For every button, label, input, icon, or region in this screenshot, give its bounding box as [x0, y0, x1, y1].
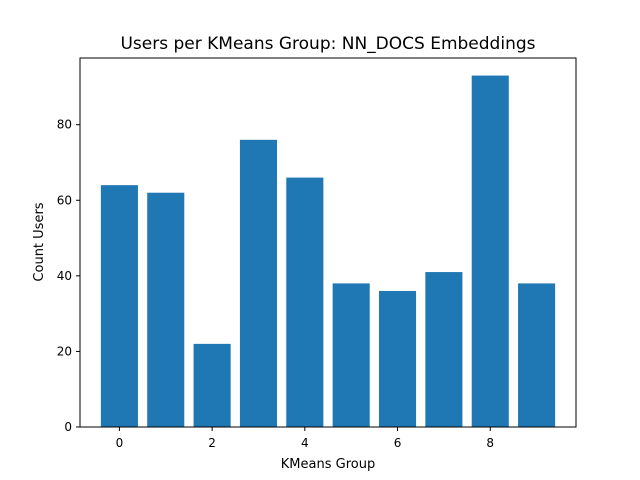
x-tick-label: 2	[208, 436, 216, 450]
bar-group-1	[147, 192, 185, 427]
x-axis-label: KMeans Group	[281, 457, 375, 472]
bar-group-4	[286, 177, 324, 427]
y-tick-label: 20	[57, 344, 72, 358]
bar-group-9	[518, 283, 556, 427]
x-tick-label: 0	[116, 436, 124, 450]
bar-group-6	[378, 290, 417, 427]
y-tick-label: 40	[57, 269, 72, 283]
bar-group-7	[425, 272, 463, 427]
x-axis: 0 2 4 6 8	[116, 427, 494, 450]
y-axis: 0 20 40 60 80	[57, 118, 80, 434]
bar-group-2	[193, 343, 231, 427]
bar-group-8	[471, 75, 509, 428]
y-axis-label: Count Users	[32, 202, 47, 281]
y-tick-label: 60	[57, 193, 72, 207]
y-tick-label: 0	[64, 420, 72, 434]
chart-title: Users per KMeans Group: NN_DOCS Embeddin…	[120, 34, 535, 54]
x-tick-label: 6	[394, 436, 402, 450]
bars-group	[100, 75, 556, 428]
x-tick-label: 8	[486, 436, 494, 450]
bar-group-5	[332, 283, 370, 427]
plot-frame	[79, 57, 577, 428]
bar-group-0	[100, 185, 138, 427]
x-tick-label: 4	[301, 436, 309, 450]
bar-group-3	[239, 139, 278, 427]
y-tick-label: 80	[57, 118, 72, 132]
